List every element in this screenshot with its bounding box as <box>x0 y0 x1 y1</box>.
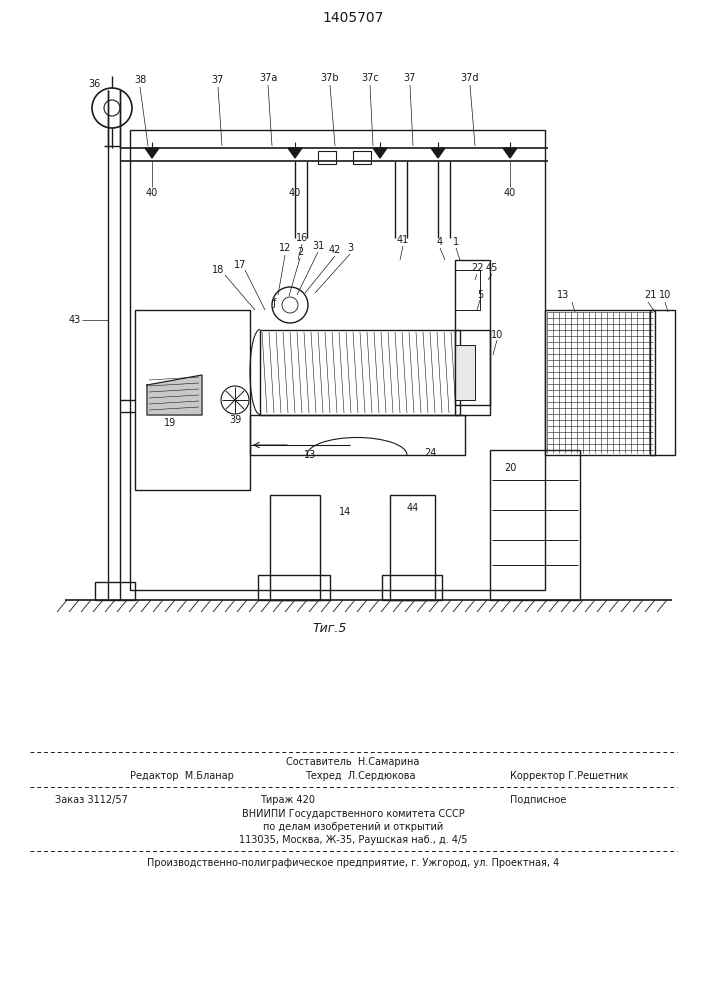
Bar <box>95 582 135 600</box>
Text: 19: 19 <box>164 418 176 428</box>
Text: 41: 41 <box>397 235 409 245</box>
Text: 37: 37 <box>404 73 416 83</box>
Text: Τиг.5: Τиг.5 <box>312 621 347 635</box>
Bar <box>390 495 435 600</box>
Bar <box>130 130 545 590</box>
Text: Производственно-полиграфическое предприятие, г. Ужгород, ул. Проектная, 4: Производственно-полиграфическое предприя… <box>147 858 559 868</box>
Bar <box>353 151 371 164</box>
Text: 40: 40 <box>504 188 516 198</box>
Text: 113035, Москва, Ж-35, Раушская наб., д. 4/5: 113035, Москва, Ж-35, Раушская наб., д. … <box>239 835 467 845</box>
Bar <box>545 310 655 455</box>
Text: Заказ 3112/57: Заказ 3112/57 <box>55 795 128 805</box>
Polygon shape <box>373 148 387 158</box>
Text: 17: 17 <box>234 260 246 270</box>
Text: 10: 10 <box>659 290 671 300</box>
Text: 16: 16 <box>296 233 308 243</box>
Polygon shape <box>147 375 202 415</box>
Text: 39: 39 <box>229 415 241 425</box>
Bar <box>455 345 475 400</box>
Bar <box>318 151 336 164</box>
Text: 2: 2 <box>297 247 303 257</box>
Text: 5: 5 <box>477 290 483 300</box>
Text: 45: 45 <box>486 263 498 273</box>
Text: 37a: 37a <box>259 73 277 83</box>
Text: 18: 18 <box>212 265 224 275</box>
Text: 13: 13 <box>557 290 569 300</box>
Text: 37d: 37d <box>461 73 479 83</box>
Text: ƒ: ƒ <box>272 298 276 308</box>
Bar <box>650 310 675 455</box>
Bar <box>455 270 480 310</box>
Text: 22: 22 <box>471 263 484 273</box>
Text: 4: 4 <box>437 237 443 247</box>
Text: 21: 21 <box>644 290 656 300</box>
Polygon shape <box>288 148 302 158</box>
Text: Тираж 420: Тираж 420 <box>260 795 315 805</box>
Text: 13: 13 <box>304 450 316 460</box>
Text: 40: 40 <box>146 188 158 198</box>
Bar <box>270 495 320 600</box>
Text: 3: 3 <box>347 243 353 253</box>
Text: 31: 31 <box>312 241 324 251</box>
Text: Техред  Л.Сердюкова: Техред Л.Сердюкова <box>305 771 416 781</box>
Text: 24: 24 <box>423 448 436 458</box>
Bar <box>258 575 330 600</box>
Polygon shape <box>503 148 517 158</box>
Text: 40: 40 <box>289 188 301 198</box>
Polygon shape <box>431 148 445 158</box>
Text: по делам изобретений и открытий: по делам изобретений и открытий <box>263 822 443 832</box>
Bar <box>135 310 250 490</box>
Text: 43: 43 <box>69 315 81 325</box>
Text: 37b: 37b <box>321 73 339 83</box>
Polygon shape <box>145 148 159 158</box>
Text: 10: 10 <box>491 330 503 340</box>
Text: 42: 42 <box>329 245 341 255</box>
Text: 14: 14 <box>339 507 351 517</box>
Bar <box>490 450 580 600</box>
Text: 1405707: 1405707 <box>322 11 384 25</box>
Text: 36: 36 <box>88 79 100 89</box>
Text: 37c: 37c <box>361 73 379 83</box>
Text: Редактор  М.Бланар: Редактор М.Бланар <box>130 771 234 781</box>
Bar <box>260 330 460 415</box>
Text: 1: 1 <box>453 237 459 247</box>
Text: 38: 38 <box>134 75 146 85</box>
Text: 44: 44 <box>407 503 419 513</box>
Bar <box>382 575 442 600</box>
Text: Составитель  Н.Самарина: Составитель Н.Самарина <box>286 757 420 767</box>
Text: 37: 37 <box>212 75 224 85</box>
Text: 12: 12 <box>279 243 291 253</box>
Text: Корректор Г.Решетник: Корректор Г.Решетник <box>510 771 629 781</box>
Bar <box>455 260 490 405</box>
Bar <box>455 330 490 415</box>
Text: Подписное: Подписное <box>510 795 566 805</box>
Bar <box>250 415 465 455</box>
Text: 20: 20 <box>504 463 516 473</box>
Text: ВНИИПИ Государственного комитета СССР: ВНИИПИ Государственного комитета СССР <box>242 809 464 819</box>
